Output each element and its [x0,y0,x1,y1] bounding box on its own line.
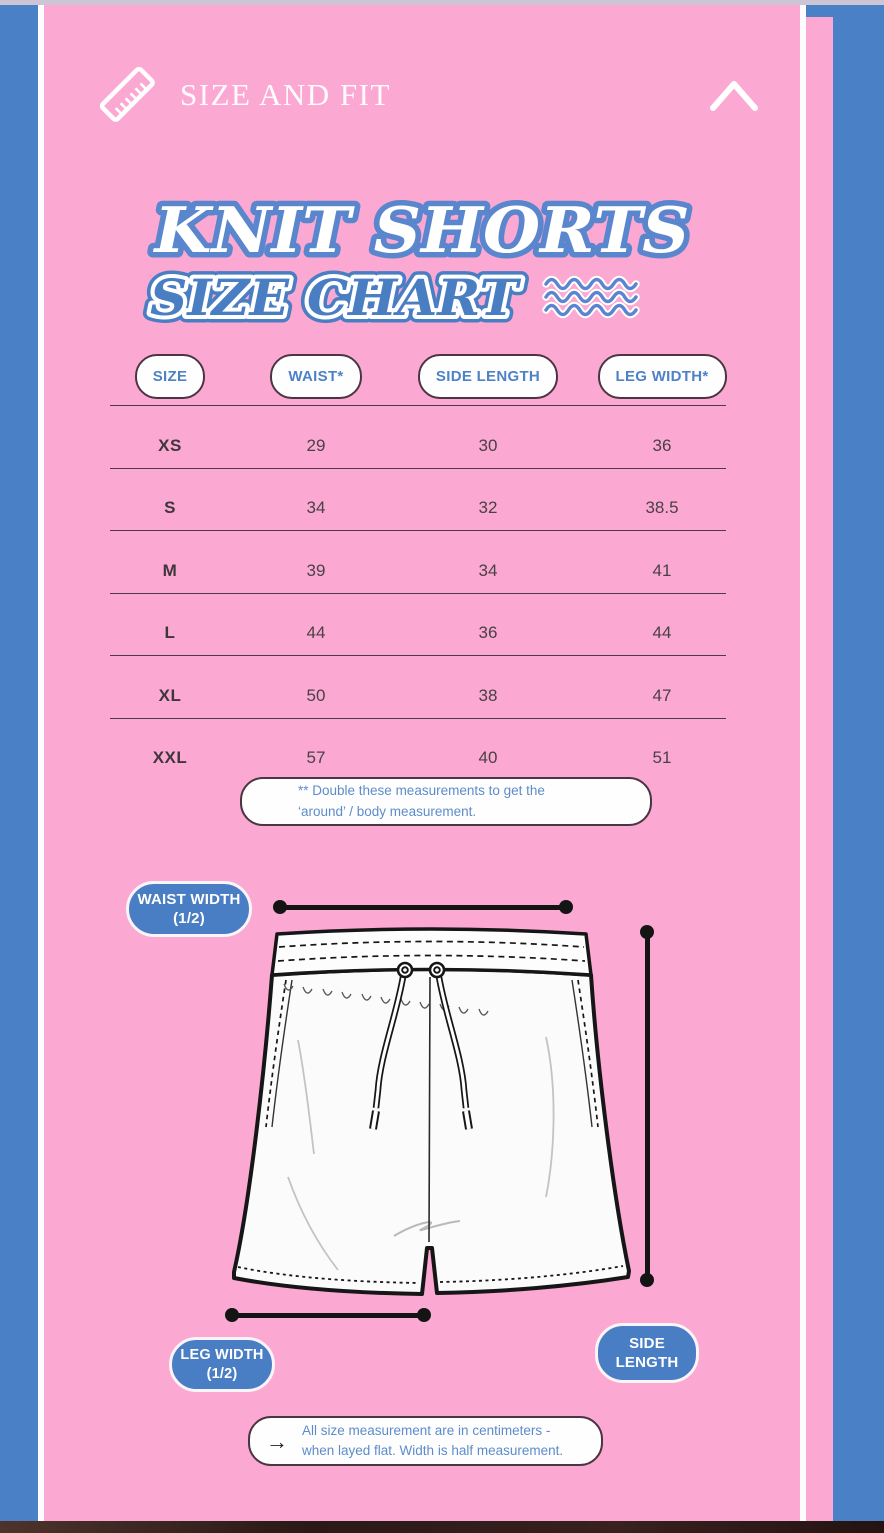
table-row: XXL 57 40 51 [110,717,726,781]
size-label: S [164,498,176,518]
leg-width-value: 38.5 [645,498,679,518]
ruler-icon [99,66,155,122]
size-and-fit-accordion-header[interactable]: SIZE AND FIT [44,55,800,145]
table-header-row: SIZE WAIST* SIDE LENGTH LEG WIDTH* [110,347,727,405]
side-length-value: 38 [478,685,498,705]
hem-stitching [237,1265,624,1284]
table-row: L 44 36 44 [110,592,726,656]
column-header-size: SIZE [134,353,206,399]
pocket-stitching [265,979,599,1128]
leg-width-value: 36 [652,435,672,455]
side-length-label-text2: LENGTH [615,1354,679,1371]
leg-width-value: 44 [652,623,672,643]
note-line1: All size measurement are in centimeters … [302,1422,551,1438]
footnote-line2: ‘around’ / body measurement. [298,803,477,819]
waist-value: 39 [306,560,326,580]
side-length-value: 30 [478,435,498,455]
waist-width-label: WAIST WIDTH (1/2) [126,881,252,937]
accordion-title: SIZE AND FIT [180,77,391,112]
card-border-left [38,5,44,1521]
footnote-line1: ** Double these measurements to get the [298,783,545,799]
table-row: M 39 34 41 [110,530,726,593]
right-margin-strip [806,17,833,1523]
side-length-label-text1: SIDE [629,1334,665,1352]
side-length-value: 34 [478,560,498,580]
leg-width-value: 41 [652,560,672,580]
center-seam [428,976,431,1243]
side-length-value: 32 [478,498,498,518]
side-length-value: 36 [478,623,498,643]
title-line1: KNIT SHORTS [152,193,689,267]
leg-width-label-text: LEG WIDTH [180,1346,264,1363]
column-header-side-length: SIDE LENGTH [417,353,559,399]
title-line2-inner-outline: SIZE CHART [150,268,522,327]
column-header-leg-width: LEG WIDTH* [597,353,727,399]
side-length-value: 40 [478,748,498,768]
note-line2: when layed flat. Width is half measureme… [302,1443,564,1458]
shorts-body [232,967,631,1296]
side-length-measure-line [645,930,650,1282]
leg-width-label-fraction: (1/2) [206,1365,238,1382]
waistband-stitching [277,940,586,962]
title-line1-outline: KNIT SHORTS [152,193,689,267]
size-label: M [162,560,178,580]
waistband [270,927,593,977]
chevron-up-icon[interactable] [704,75,764,117]
table-row: XL 50 38 47 [110,655,726,718]
eyelets [396,961,446,979]
drawstring [369,976,473,1130]
measurement-note: → All size measurement are in centimeter… [248,1416,603,1466]
title-line2: SIZE CHART [150,268,522,327]
next-section-peek [0,1521,884,1533]
leg-width-value: 47 [652,685,672,705]
leg-width-value: 51 [652,748,672,768]
arrow-right-icon: → [266,1428,288,1454]
fabric-creases [287,1036,555,1271]
size-chart-table: SIZE WAIST* SIDE LENGTH LEG WIDTH* XS 29… [110,347,727,781]
table-row: XS 29 30 36 [110,405,726,468]
size-label: XXL [152,748,188,768]
waist-width-measure-line [278,905,568,910]
knit-shorts-size-chart-title: KNIT SHORTS KNIT SHORTS SIZE CHART SIZE … [143,188,695,328]
waist-value: 44 [306,623,326,643]
top-edge-strip [0,0,884,5]
size-label: XL [158,685,182,705]
waist-width-label-text: WAIST WIDTH [137,890,241,908]
card-border-right [800,5,806,1521]
waist-value: 29 [306,435,326,455]
table-row: S 34 32 38.5 [110,467,726,531]
leg-width-measure-line [230,1313,426,1318]
waves-icon [542,275,640,319]
left-margin-bar [0,0,38,1533]
leg-width-label: LEG WIDTH (1/2) [169,1337,275,1392]
waist-value: 34 [306,498,326,518]
waist-value: 57 [306,748,326,768]
title-line2-outer-outline: SIZE CHART [150,268,522,327]
size-label: XS [158,435,182,455]
column-header-waist: WAIST* [270,353,362,399]
waist-value: 50 [306,685,326,705]
logo-squiggle [393,1220,461,1237]
shorts-technical-drawing [232,927,631,1296]
waist-width-label-fraction: (1/2) [173,910,205,927]
side-length-label: SIDE LENGTH [595,1323,699,1383]
size-label: L [164,623,176,643]
table-footnote: ** Double these measurements to get the … [240,777,652,826]
